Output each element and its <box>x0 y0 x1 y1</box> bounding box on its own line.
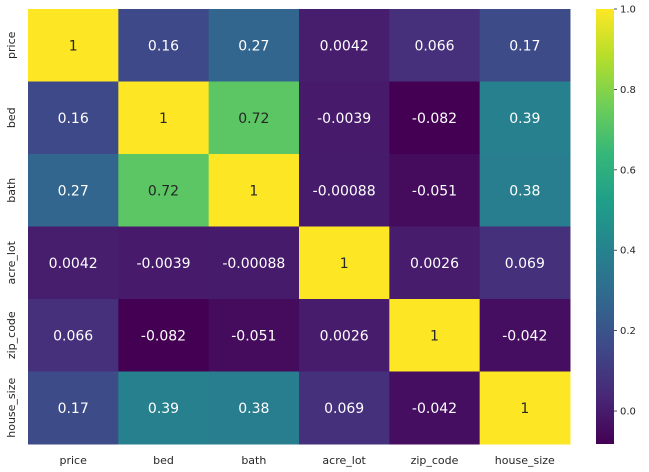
cell-value-label: 0.39 <box>148 401 179 417</box>
colorbar-tick-label: 1.0 <box>620 5 636 16</box>
heatmap-cell <box>28 371 119 445</box>
heatmap-cell <box>208 299 300 372</box>
heatmap-cell <box>298 226 390 300</box>
heatmap-cell <box>298 9 390 82</box>
heatmap-cell <box>208 81 300 155</box>
colorbar-tick-label: 0.8 <box>620 85 636 96</box>
colorbar-ticks: 0.0 0.2 0.4 0.6 0.8 1.0 <box>614 5 636 418</box>
heatmap-cell <box>118 226 210 300</box>
cell-value-label: 0.0026 <box>320 328 369 344</box>
heatmap-cell <box>479 9 571 82</box>
y-tick-label: bed <box>5 107 18 128</box>
x-tick-label: zip_code <box>411 454 459 467</box>
cell-value-label: 0.27 <box>58 183 89 199</box>
x-tick-label: bath <box>241 454 266 467</box>
cell-value-label: 0.069 <box>505 256 545 272</box>
heatmap-cell <box>28 299 119 372</box>
cell-value-label: -0.0039 <box>317 111 371 127</box>
colorbar-tick-label: 0.6 <box>620 165 636 176</box>
cell-value-label: 1 <box>69 38 78 54</box>
cell-value-label: 1 <box>430 328 439 344</box>
heatmap-cell <box>118 9 210 82</box>
heatmap-cell <box>28 226 119 300</box>
heatmap-cell <box>208 226 300 300</box>
x-tick-label: price <box>59 454 87 467</box>
heatmap-cell <box>28 81 119 155</box>
cell-value-label: 0.066 <box>414 38 454 54</box>
cell-value-label: 0.72 <box>238 111 269 127</box>
colorbar <box>596 9 614 444</box>
heatmap-cell <box>389 9 481 82</box>
y-tick-label: price <box>5 31 18 59</box>
cell-value-label: 0.38 <box>238 401 269 417</box>
cell-value-label: -0.051 <box>412 183 457 199</box>
cell-value-label: -0.042 <box>502 328 547 344</box>
cell-value-label: 1 <box>340 256 349 272</box>
colorbar-tick-label: 0.0 <box>620 407 636 418</box>
heatmap-cell <box>118 299 210 372</box>
heatmap-cell <box>298 81 390 155</box>
cell-value-label: 0.16 <box>148 38 179 54</box>
heatmap-cell <box>208 371 300 445</box>
cell-value-label: 0.16 <box>58 111 89 127</box>
cell-value-label: -0.051 <box>231 328 276 344</box>
heatmap-cell <box>28 154 119 227</box>
heatmap-cell <box>208 9 300 82</box>
y-tick-label: zip_code <box>5 311 18 359</box>
heatmap-cell <box>28 9 119 82</box>
heatmap-cell <box>479 371 571 445</box>
cell-value-label: 0.066 <box>53 328 93 344</box>
cell-value-label: 0.0026 <box>410 256 459 272</box>
y-tick-label: acre_lot <box>5 240 18 284</box>
y-tick-labels: price bed bath acre_lot zip_code house_size <box>5 31 18 437</box>
cell-value-label: -0.082 <box>141 328 186 344</box>
heatmap-cell <box>118 154 210 227</box>
cell-value-label: 1 <box>520 401 529 417</box>
cell-value-label: -0.0039 <box>136 256 190 272</box>
colorbar-tick-label: 0.2 <box>620 326 636 337</box>
cell-value-label: -0.082 <box>412 111 457 127</box>
heatmap-cell <box>118 81 210 155</box>
x-tick-labels: price bed bath acre_lot zip_code house_size <box>59 454 555 467</box>
cell-value-label: -0.00088 <box>222 256 285 272</box>
heatmap-cell <box>479 154 571 227</box>
heatmap-cell <box>298 154 390 227</box>
cell-value-label: 0.0042 <box>320 38 369 54</box>
heatmap-cell <box>479 226 571 300</box>
heatmap-cell <box>479 81 571 155</box>
heatmap-cell <box>479 299 571 372</box>
cell-value-label: 0.72 <box>148 183 179 199</box>
y-tick-label: house_size <box>5 378 18 438</box>
heatmap-cell <box>389 226 481 300</box>
cell-value-label: 1 <box>249 183 258 199</box>
heatmap-cell <box>389 81 481 155</box>
cell-value-label: 0.38 <box>509 183 540 199</box>
heatmap-cell <box>389 371 481 445</box>
x-tick-label: bed <box>153 454 174 467</box>
cell-value-label: 1 <box>159 111 168 127</box>
cell-value-label: 0.39 <box>509 111 540 127</box>
cell-value-label: 0.17 <box>509 38 540 54</box>
x-tick-label: acre_lot <box>322 454 366 467</box>
colorbar-tick-label: 0.4 <box>620 246 636 257</box>
y-tick-label: bath <box>5 178 18 203</box>
cell-value-label: 0.0042 <box>49 256 98 272</box>
heatmap-cell <box>298 299 390 372</box>
heatmap-cell <box>389 299 481 372</box>
cell-value-label: 0.17 <box>58 401 89 417</box>
heatmap-cells: 1 0.16 0.27 0.0042 0.066 0.17 0.16 1 0.72 -0.0039… <box>28 9 571 445</box>
heatmap-cell <box>298 371 390 445</box>
cell-value-label: -0.042 <box>412 401 457 417</box>
heatmap-cell <box>208 154 300 227</box>
cell-value-label: -0.00088 <box>313 183 376 199</box>
heatmap-cell <box>389 154 481 227</box>
cell-value-label: 0.27 <box>238 38 269 54</box>
heatmap-cell <box>118 371 210 445</box>
x-tick-label: house_size <box>495 454 555 467</box>
cell-value-label: 0.069 <box>324 401 364 417</box>
